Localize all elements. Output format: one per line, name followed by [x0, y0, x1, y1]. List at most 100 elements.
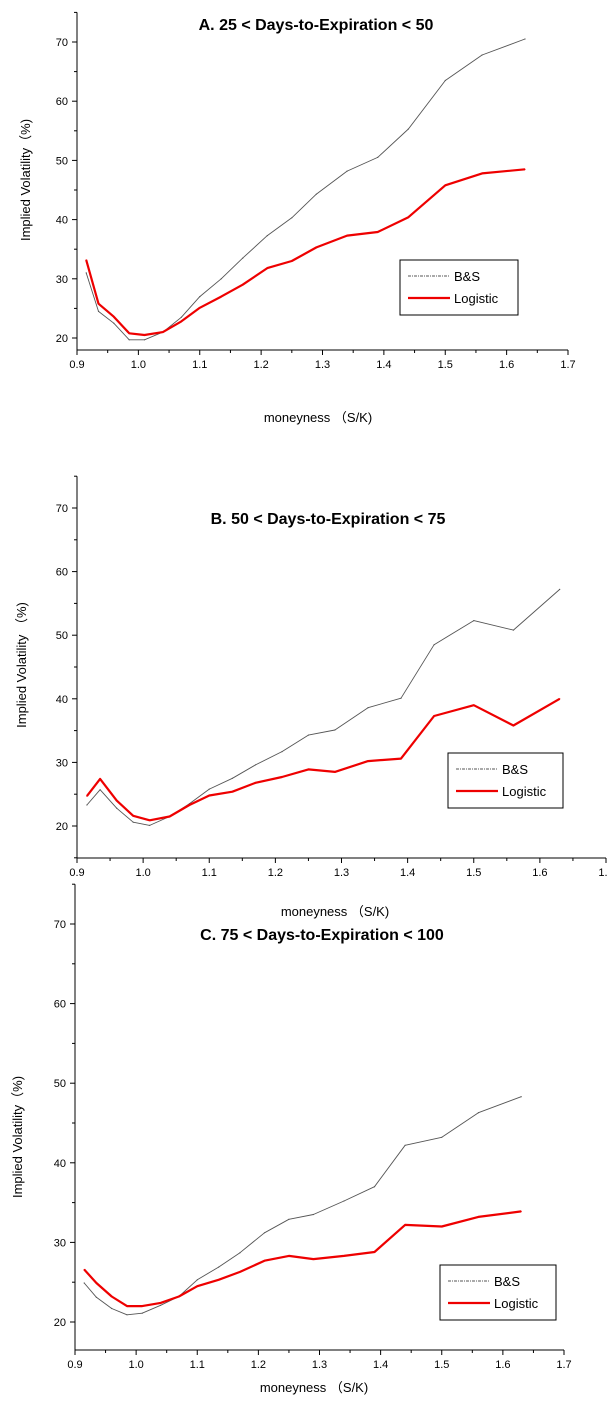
- data-point: [199, 296, 201, 298]
- x-tick-label: 1.2: [251, 1359, 266, 1371]
- data-point: [254, 782, 257, 784]
- chart-panel-0: 0.9 1.0 1.1 1.2 1.3 1.4 1.5 1.6 1.7 20 30 40 50 60 70 A…: [18, 11, 576, 425]
- legend-label: Logistic: [502, 784, 547, 799]
- data-point: [83, 1282, 85, 1284]
- x-tick-label: 1.1: [202, 867, 217, 879]
- x-axis-label: moneyness （S/K): [264, 410, 372, 425]
- data-point: [373, 1251, 376, 1253]
- data-point: [444, 79, 446, 82]
- data-point: [218, 1266, 220, 1268]
- data-point: [343, 1200, 345, 1202]
- data-point: [113, 316, 115, 318]
- chart-panel-2: 0.9 1.0 1.1 1.2 1.3 1.4 1.5 1.6 1.7 20 30 40 50 60 70 C…: [10, 883, 572, 1395]
- data-point: [180, 316, 182, 318]
- x-axis-label: moneyness （S/K): [281, 904, 389, 919]
- x-tick-label: 1.7: [560, 359, 575, 371]
- data-point: [86, 804, 88, 806]
- data-point: [141, 1312, 143, 1314]
- y-tick-label: 20: [56, 333, 68, 345]
- legend-box: [439, 1264, 557, 1321]
- data-point: [346, 170, 348, 172]
- data-point: [266, 235, 268, 237]
- x-tick-label: 0.9: [69, 867, 84, 879]
- data-point: [231, 777, 233, 779]
- data-point: [334, 771, 336, 773]
- data-point: [220, 278, 222, 280]
- x-tick-label: 1.0: [131, 359, 146, 371]
- y-tick-label: 70: [56, 37, 68, 49]
- data-point: [86, 795, 88, 797]
- data-point: [128, 332, 130, 334]
- data-point: [188, 804, 190, 806]
- y-tick-label: 70: [54, 919, 66, 931]
- data-point: [377, 231, 379, 233]
- data-point: [97, 310, 100, 312]
- data-point: [367, 707, 369, 709]
- data-point: [143, 339, 146, 341]
- data-point: [404, 1144, 406, 1146]
- data-point: [178, 1295, 180, 1298]
- x-tick-label: 1.7: [598, 867, 607, 879]
- y-tick-label: 50: [54, 1078, 66, 1090]
- x-tick-label: 1.1: [190, 1359, 205, 1371]
- data-point: [95, 1282, 97, 1284]
- data-point: [113, 322, 115, 324]
- x-tick-label: 1.5: [466, 867, 481, 879]
- data-point: [400, 758, 402, 760]
- x-tick-label: 1.0: [128, 1359, 143, 1371]
- y-tick-label: 20: [56, 821, 68, 833]
- data-point: [99, 778, 101, 780]
- x-tick-label: 1.6: [532, 867, 547, 879]
- x-tick-label: 1.4: [400, 867, 415, 879]
- data-point: [149, 819, 151, 821]
- x-tick-label: 1.2: [253, 359, 268, 371]
- legend-label: B&S: [454, 269, 480, 284]
- data-point: [160, 1302, 162, 1304]
- data-point: [199, 307, 201, 309]
- y-tick-label: 20: [54, 1317, 66, 1329]
- data-point: [281, 751, 283, 753]
- data-point: [343, 1255, 345, 1257]
- data-point: [95, 1296, 97, 1298]
- data-point: [512, 724, 515, 727]
- data-point: [433, 644, 435, 646]
- data-point: [160, 1304, 162, 1306]
- x-tick-label: 1.3: [334, 867, 349, 879]
- x-tick-label: 1.2: [268, 867, 283, 879]
- x-tick-label: 1.1: [192, 359, 207, 371]
- data-point: [367, 760, 369, 762]
- y-axis-label: Implied Volatility（%): [10, 1076, 25, 1198]
- legend-box: [447, 752, 564, 809]
- data-point: [132, 815, 134, 817]
- legend: B&S Logistic: [399, 259, 519, 316]
- data-point: [126, 1305, 128, 1307]
- data-point: [149, 824, 151, 827]
- data-point: [512, 629, 515, 631]
- data-point: [481, 172, 483, 174]
- x-axis-label: moneyness （S/K): [260, 1380, 368, 1395]
- data-point: [128, 339, 130, 341]
- data-point: [143, 334, 146, 336]
- data-point: [373, 1186, 376, 1188]
- data-point: [196, 1279, 198, 1281]
- data-point: [407, 128, 409, 130]
- data-point: [520, 1096, 522, 1098]
- data-point: [169, 815, 171, 818]
- legend-label: B&S: [502, 762, 528, 777]
- chart-title: B. 50 < Days-to-Expiration < 75: [211, 511, 446, 528]
- y-tick-label: 30: [56, 757, 68, 769]
- x-tick-label: 0.9: [69, 359, 84, 371]
- chart-title: A. 25 < Days-to-Expiration < 50: [199, 17, 434, 34]
- data-point: [315, 246, 317, 248]
- legend-label: Logistic: [494, 1296, 539, 1311]
- x-tick-label: 1.3: [312, 1359, 327, 1371]
- data-point: [132, 821, 134, 823]
- data-point: [441, 1225, 443, 1228]
- data-point: [334, 729, 336, 731]
- x-tick-label: 1.6: [495, 1359, 510, 1371]
- data-point: [254, 764, 257, 766]
- y-tick-label: 50: [56, 630, 68, 642]
- data-point: [239, 1271, 241, 1273]
- legend-label: B&S: [494, 1274, 520, 1289]
